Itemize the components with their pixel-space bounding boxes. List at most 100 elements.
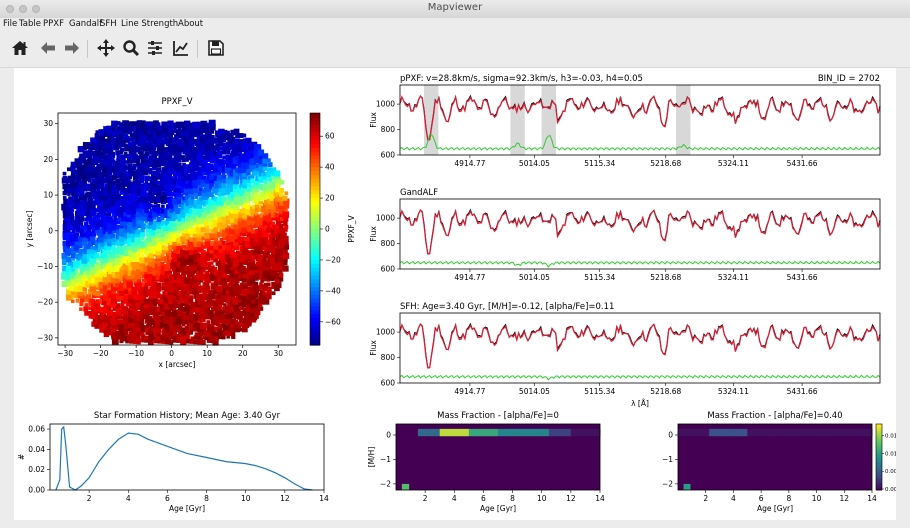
- map-cell: [102, 220, 110, 227]
- y-tick-label: 0.00: [28, 486, 45, 495]
- map-cell: [67, 231, 73, 237]
- map-cell: [107, 182, 115, 190]
- map-cell: [115, 313, 121, 320]
- map-cell: [214, 241, 220, 247]
- map-cell: [217, 323, 223, 329]
- map-cell: [209, 273, 217, 281]
- pan-icon[interactable]: [97, 39, 115, 57]
- map-cell: [225, 244, 233, 251]
- map-cell: [152, 137, 160, 144]
- map-cell: [239, 192, 244, 197]
- map-cell: [258, 302, 263, 308]
- map-cell: [201, 167, 207, 172]
- map-cell: [190, 158, 196, 164]
- zoom-icon[interactable]: [122, 39, 140, 57]
- x-tick-label: 5324.11: [718, 387, 749, 396]
- map-cell: [199, 308, 207, 316]
- map-cell: [163, 245, 169, 251]
- map-cell: [242, 182, 248, 189]
- map-cell: [102, 249, 109, 255]
- map-cell: [156, 146, 163, 153]
- map-cell: [143, 195, 150, 202]
- map-cell: [189, 310, 194, 315]
- map-cell: [147, 132, 155, 140]
- menu-file[interactable]: File: [3, 19, 18, 29]
- map-cell: [112, 137, 117, 143]
- map-cell: [73, 181, 81, 189]
- map-cell: [99, 313, 107, 321]
- map-cell: [161, 167, 166, 171]
- map-cell: [151, 306, 158, 313]
- map-cell: [261, 206, 268, 213]
- map-cell: [71, 185, 78, 193]
- menu-about[interactable]: About: [178, 19, 204, 29]
- close-window-button[interactable]: [6, 5, 14, 13]
- map-cell: [200, 301, 207, 308]
- map-cell: [131, 203, 139, 211]
- map-cell: [176, 154, 181, 160]
- map-cell: [161, 236, 166, 242]
- map-cell: [263, 282, 268, 288]
- map-cell: [259, 191, 264, 196]
- zoom-window-button[interactable]: [32, 5, 40, 13]
- minimize-window-button[interactable]: [19, 5, 27, 13]
- map-cell: [192, 281, 199, 288]
- menu-table[interactable]: Table: [19, 19, 41, 29]
- map-cell: [259, 289, 265, 296]
- map-cell: [148, 272, 154, 279]
- x-tick-label: 12: [566, 494, 576, 503]
- map-cell: [168, 196, 174, 202]
- map-cell: [157, 339, 162, 344]
- heatmap-cell: [698, 428, 703, 437]
- map-cell: [110, 284, 118, 292]
- map-cell: [165, 219, 172, 226]
- home-icon[interactable]: [11, 39, 29, 57]
- axes-edit-icon[interactable]: [172, 39, 190, 57]
- map-cell: [248, 292, 256, 300]
- menu-line-strength[interactable]: Line Strength: [121, 19, 179, 29]
- map-cell: [241, 252, 248, 259]
- menu-ppxf[interactable]: PPXF: [43, 19, 64, 29]
- map-cell: [216, 198, 224, 206]
- menu-sfh[interactable]: SFH: [100, 19, 117, 29]
- map-cell: [192, 301, 199, 308]
- map-cell: [246, 224, 254, 231]
- map-cell: [254, 191, 259, 196]
- map-cell: [266, 223, 271, 229]
- map-cell: [161, 147, 166, 152]
- flux-axis-label: Flux: [369, 112, 378, 128]
- colorbar-cell: [310, 267, 320, 273]
- back-arrow-icon[interactable]: [39, 39, 57, 57]
- map-cell: [127, 166, 134, 173]
- map-cell: [250, 252, 258, 260]
- map-cell: [135, 262, 140, 266]
- map-cell: [71, 257, 75, 261]
- forward-arrow-icon[interactable]: [63, 39, 81, 57]
- save-icon[interactable]: [207, 39, 225, 57]
- map-cell: [103, 284, 110, 291]
- map-cell: [148, 176, 153, 180]
- map-cell: [221, 282, 228, 288]
- map-cell: [107, 149, 114, 156]
- figure-canvas[interactable]: PPXF_V −30 −20 −10 0 10 20 30 30 20 10 0 −10 −20 −30 x …: [14, 68, 896, 520]
- map-cell: [208, 252, 215, 259]
- map-cell: [225, 284, 232, 291]
- map-cell: [131, 170, 137, 177]
- figure[interactable]: PPXF_V−30 −20 −10 0 10 20 303020100−10−20−30x …: [14, 68, 896, 520]
- map-cell: [221, 240, 226, 246]
- map-cell: [144, 202, 151, 210]
- map-cell: [119, 284, 127, 292]
- colorbar-cell: [310, 167, 320, 172]
- model-spectrum: [399, 94, 881, 141]
- map-cell: [181, 182, 187, 188]
- colorbar-cell: [310, 151, 320, 157]
- map-cell: [99, 265, 104, 270]
- map-cell: [179, 265, 187, 273]
- map-cell: [136, 132, 143, 139]
- colorbar-cell: [310, 213, 320, 218]
- map-cell: [91, 293, 97, 299]
- map-cell: [136, 208, 141, 212]
- subplots-icon[interactable]: [146, 39, 164, 57]
- menu-gandalf[interactable]: Gandalf: [69, 19, 103, 29]
- map-cell: [221, 243, 229, 250]
